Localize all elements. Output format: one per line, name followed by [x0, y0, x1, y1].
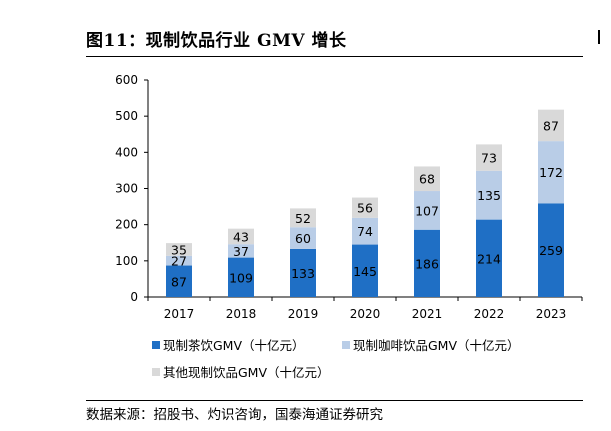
page-edge-mark — [598, 30, 611, 44]
data-label: 133 — [291, 266, 315, 281]
legend-swatch — [342, 341, 350, 349]
bar-segment-other — [538, 109, 564, 142]
data-label: 172 — [539, 165, 563, 180]
data-label: 74 — [357, 224, 373, 239]
data-label: 259 — [539, 243, 563, 258]
bar-segment-tea — [414, 229, 440, 297]
bar-segment-other — [290, 208, 316, 228]
data-label: 145 — [353, 264, 377, 279]
bar-segment-tea — [352, 244, 378, 297]
x-tick-label: 2018 — [226, 307, 257, 321]
source-note: 数据来源：招股书、灼识咨询，国泰海通证券研究 — [86, 407, 383, 423]
legend-swatch — [152, 368, 160, 376]
x-tick-label: 2023 — [536, 307, 567, 321]
y-axis: 0 100 200 300 400 500 600 — [115, 73, 149, 304]
data-label: 35 — [171, 242, 187, 257]
x-tick-label: 2019 — [288, 307, 319, 321]
x-tick-label: 2017 — [164, 307, 195, 321]
bar-segment-coffee — [166, 255, 192, 266]
data-label: 214 — [477, 251, 501, 266]
y-tick-label: 0 — [130, 290, 138, 304]
y-tick-label: 500 — [115, 109, 138, 123]
bar-segment-other — [166, 243, 192, 256]
data-label: 73 — [481, 151, 497, 166]
bar-segment-tea — [228, 257, 254, 297]
legend-label: 其他现制饮品GMV（十亿元） — [163, 365, 330, 380]
data-label: 43 — [233, 229, 249, 244]
y-tick-label: 100 — [115, 254, 138, 268]
data-label: 68 — [419, 172, 435, 187]
data-label: 87 — [171, 274, 187, 289]
stacked-bar-chart: 0 100 200 300 400 500 600 2017 2018 2019 2020 2021… — [115, 73, 583, 380]
data-label: 109 — [229, 270, 253, 285]
legend-label: 现制茶饮GMV（十亿元） — [163, 338, 305, 353]
data-label: 186 — [415, 256, 439, 271]
data-label: 107 — [415, 203, 439, 218]
source-rule — [86, 400, 583, 401]
y-tick-label: 600 — [115, 73, 138, 87]
bar-segment-coffee — [476, 170, 502, 220]
data-label: 27 — [171, 254, 187, 269]
bar-segment-tea — [538, 203, 564, 297]
bar-segment-coffee — [538, 141, 564, 204]
x-axis: 2017 2018 2019 2020 2021 2022 2023 — [147, 296, 583, 321]
legend-swatch — [152, 341, 160, 349]
y-tick-label: 200 — [115, 218, 138, 232]
bar-segment-coffee — [228, 244, 254, 258]
bar-segment-other — [414, 166, 440, 192]
bar-segment-coffee — [352, 217, 378, 245]
data-label: 37 — [233, 244, 249, 259]
legend-label: 现制咖啡饮品GMV（十亿元） — [353, 338, 520, 353]
bar-segment-coffee — [414, 191, 440, 230]
figure-title: 图11：现制饮品行业 GMV 增长 — [86, 31, 347, 51]
x-tick-label: 2020 — [350, 307, 381, 321]
y-tick-label: 400 — [115, 145, 138, 159]
data-label: 87 — [543, 118, 559, 133]
data-label: 52 — [295, 211, 311, 226]
data-label: 56 — [357, 201, 373, 216]
bar-segment-other — [352, 197, 378, 218]
x-tick-label: 2022 — [474, 307, 505, 321]
bar-segment-tea — [476, 219, 502, 297]
bar-segment-coffee — [290, 227, 316, 249]
y-tick-label: 300 — [115, 182, 138, 196]
data-label: 60 — [295, 231, 311, 246]
bar-segment-other — [476, 144, 502, 171]
bar-segment-other — [228, 228, 254, 245]
legend: 现制茶饮GMV（十亿元） 现制咖啡饮品GMV（十亿元） 其他现制饮品GMV（十亿元） — [152, 338, 520, 380]
bar-segment-tea — [166, 265, 192, 297]
title-rule — [86, 56, 583, 57]
data-label: 135 — [477, 188, 501, 203]
bar-segment-tea — [290, 248, 316, 297]
x-tick-label: 2021 — [412, 307, 443, 321]
